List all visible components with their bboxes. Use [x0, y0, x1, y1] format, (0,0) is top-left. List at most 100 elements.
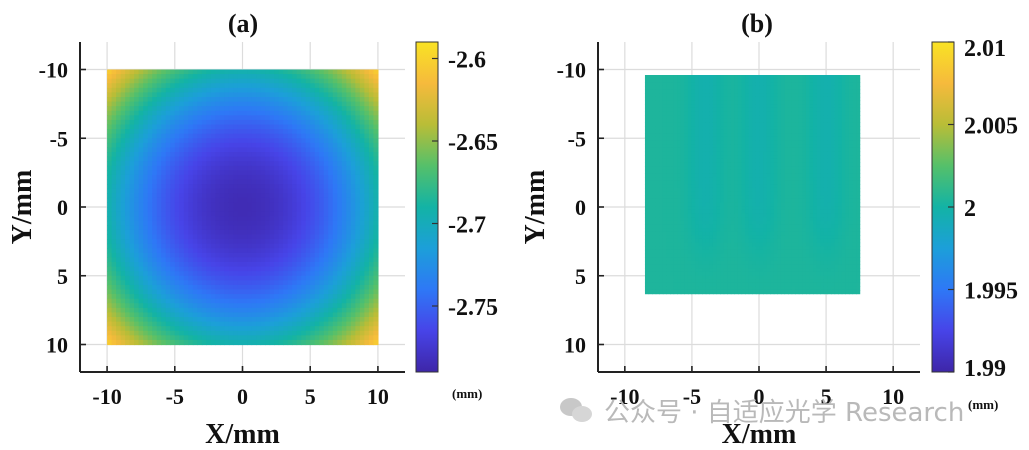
- heatmap-cell: [677, 75, 682, 80]
- heatmap-cell: [659, 147, 664, 153]
- heatmap-cell: [260, 312, 266, 318]
- heatmap-cell: [323, 87, 329, 94]
- heatmap-cell: [228, 225, 235, 231]
- heatmap-cell: [156, 275, 162, 281]
- heatmap-cell: [170, 330, 176, 336]
- heatmap-cell: [341, 119, 347, 126]
- heatmap-cell: [292, 294, 298, 300]
- heatmap-cell: [228, 220, 235, 226]
- heatmap-cell: [170, 248, 176, 254]
- heatmap-cell: [350, 152, 356, 158]
- heatmap-cell: [662, 228, 668, 233]
- heatmap-cell: [147, 280, 153, 286]
- heatmap-cell: [156, 92, 162, 98]
- heatmap-cell: [152, 234, 158, 240]
- heatmap-cell: [210, 234, 217, 240]
- heatmap-cell: [111, 69, 117, 75]
- heatmap-cell: [165, 326, 171, 332]
- heatmap-cell: [314, 110, 320, 116]
- heatmap-cell: [256, 289, 262, 295]
- heatmap-cell: [644, 279, 650, 284]
- heatmap-cell: [355, 110, 361, 116]
- heatmap-cell: [712, 249, 718, 255]
- heatmap-cell: [328, 275, 334, 281]
- heatmap-cell: [695, 275, 700, 280]
- heatmap-cell: [269, 239, 275, 245]
- heatmap-cell: [680, 158, 685, 164]
- heatmap-cell: [350, 156, 356, 162]
- heatmap-cell: [265, 307, 271, 314]
- heatmap-cell: [120, 284, 126, 291]
- heatmap-cell: [314, 207, 320, 213]
- heatmap-cell: [680, 231, 685, 236]
- heatmap-cell: [111, 92, 117, 98]
- heatmap-cell: [125, 97, 131, 103]
- heatmap-cell: [355, 156, 361, 162]
- heatmap-cell: [165, 138, 171, 144]
- heatmap-cell: [677, 100, 682, 105]
- heatmap-cell: [648, 133, 653, 138]
- heatmap-cell: [296, 225, 302, 231]
- heatmap-cell: [670, 122, 675, 127]
- heatmap-cell: [364, 156, 370, 162]
- heatmap-cell: [210, 92, 217, 98]
- heatmap-cell: [179, 248, 185, 254]
- heatmap-cell: [648, 75, 653, 80]
- heatmap-cell: [705, 279, 710, 284]
- heatmap-cell: [359, 184, 365, 190]
- heatmap-cell: [350, 307, 356, 314]
- heatmap-cell: [687, 89, 693, 94]
- heatmap-cell: [323, 321, 329, 327]
- heatmap-cell: [332, 317, 338, 323]
- heatmap-cell: [201, 289, 207, 295]
- heatmap-cell: [712, 180, 718, 185]
- heatmap-cell: [364, 294, 370, 300]
- heatmap-cell: [256, 207, 262, 213]
- heatmap-cell: [251, 262, 257, 268]
- heatmap-cell: [698, 136, 703, 142]
- heatmap-cell: [219, 174, 226, 181]
- heatmap-cell: [143, 229, 149, 236]
- heatmap-cell: [134, 335, 140, 341]
- heatmap-cell: [698, 257, 703, 262]
- heatmap-cell: [161, 262, 167, 268]
- heatmap-cell: [179, 193, 185, 199]
- heatmap-cell: [274, 174, 280, 181]
- heatmap-cell: [156, 161, 162, 167]
- heatmap-cell: [314, 335, 320, 341]
- heatmap-cell: [662, 104, 668, 109]
- heatmap-cell: [183, 165, 189, 171]
- heatmap-cell: [129, 339, 135, 346]
- heatmap-cell: [210, 197, 217, 204]
- heatmap-cell: [120, 133, 126, 139]
- heatmap-cell: [305, 115, 311, 121]
- heatmap-cell: [265, 239, 271, 245]
- heatmap-cell: [138, 248, 144, 254]
- heatmap-cell: [341, 142, 347, 149]
- heatmap-cell: [691, 75, 696, 80]
- heatmap-cell: [368, 317, 375, 323]
- heatmap-cell: [359, 266, 365, 272]
- heatmap-cell: [206, 184, 212, 190]
- heatmap-cell: [695, 220, 700, 225]
- heatmap-cell: [655, 191, 660, 196]
- heatmap-cell: [341, 284, 347, 291]
- heatmap-cell: [684, 220, 689, 225]
- heatmap-cell: [138, 229, 144, 236]
- heatmap-cell: [233, 147, 239, 153]
- heatmap-cell: [138, 202, 144, 208]
- heatmap-cell: [296, 74, 302, 80]
- heatmap-cell: [702, 220, 707, 225]
- heatmap-cell: [659, 271, 664, 277]
- heatmap-cell: [684, 264, 689, 269]
- heatmap-cell: [332, 252, 338, 259]
- heatmap-cell: [256, 216, 262, 222]
- heatmap-cell: [319, 110, 325, 116]
- heatmap-cell: [170, 225, 176, 231]
- heatmap-cell: [644, 249, 650, 255]
- heatmap-cell: [256, 197, 262, 204]
- heatmap-cell: [143, 239, 149, 245]
- heatmap-cell: [709, 224, 714, 229]
- heatmap-cell: [301, 243, 307, 249]
- heatmap-cell: [296, 211, 302, 217]
